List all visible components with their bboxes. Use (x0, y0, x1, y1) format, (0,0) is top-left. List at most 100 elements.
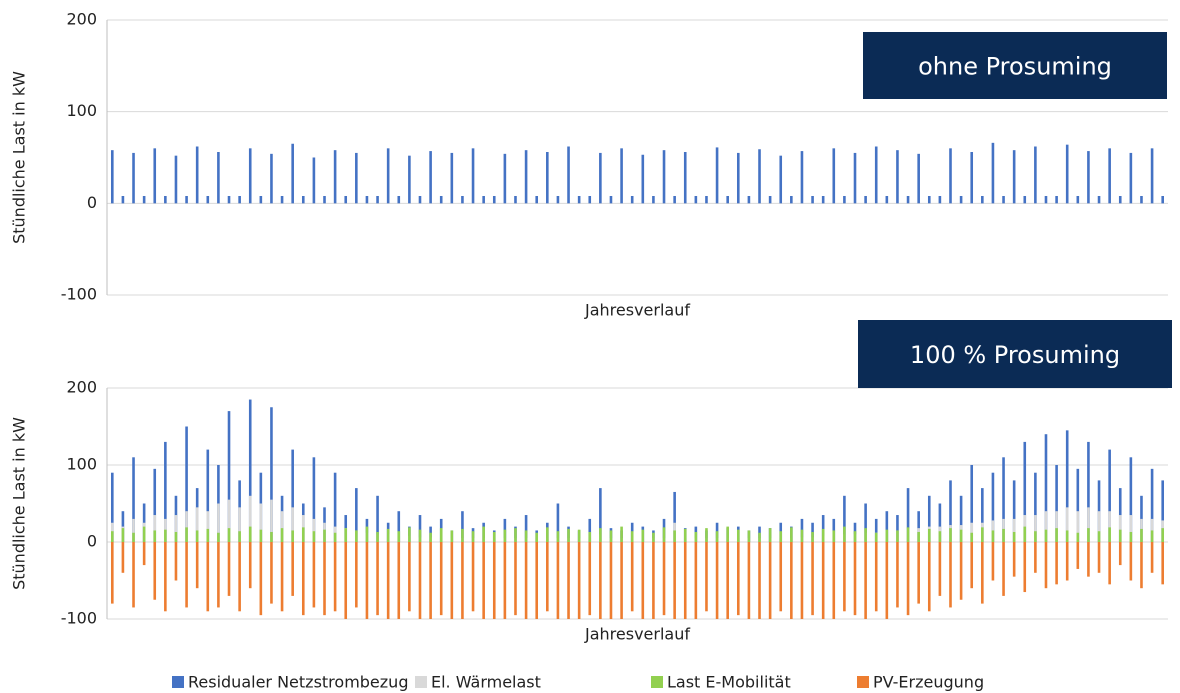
bar (1108, 511, 1111, 542)
bar (949, 542, 952, 608)
bar (185, 527, 188, 542)
bar (270, 499, 273, 542)
bar (248, 495, 252, 542)
bar (641, 529, 645, 542)
bar (800, 529, 804, 542)
legend-label: Last E-Mobilität (667, 673, 791, 692)
bar (376, 542, 379, 616)
bar (1118, 515, 1122, 542)
bar (121, 542, 125, 573)
bar (408, 155, 411, 204)
bar (1140, 196, 1143, 204)
bar (1055, 465, 1058, 542)
bar (662, 542, 666, 616)
bar (917, 153, 920, 204)
bar (111, 472, 114, 542)
bar (408, 542, 411, 612)
bar (970, 532, 974, 542)
bar (588, 518, 592, 542)
bar (588, 196, 592, 204)
bar (577, 529, 581, 542)
bar (885, 196, 889, 204)
bar (344, 542, 348, 619)
bar (217, 152, 220, 204)
bar (970, 542, 974, 589)
bar (1076, 532, 1080, 542)
bar (206, 528, 210, 542)
bar (1087, 507, 1090, 542)
bar (811, 196, 814, 204)
bar (758, 149, 761, 204)
bar (439, 542, 443, 616)
bar (736, 542, 740, 616)
bar (482, 526, 485, 542)
bar (206, 511, 210, 542)
bar (503, 529, 507, 542)
bar (153, 468, 157, 542)
bar (1065, 530, 1069, 542)
bar (1065, 430, 1069, 542)
bar (280, 196, 284, 204)
bar (917, 511, 920, 542)
bar (1161, 542, 1164, 585)
bar (418, 515, 422, 542)
bar (174, 515, 178, 542)
bar (853, 542, 857, 616)
bar (652, 542, 655, 619)
bar (1065, 144, 1069, 204)
bar (397, 542, 401, 619)
bar (514, 528, 517, 542)
bar (779, 531, 783, 542)
bar (673, 542, 676, 619)
bar (991, 142, 995, 204)
bar (1097, 511, 1101, 542)
bar (736, 529, 740, 542)
bar (185, 511, 188, 542)
bar (1087, 528, 1090, 542)
bar (1108, 449, 1111, 542)
bar (312, 457, 316, 542)
bar (492, 531, 496, 542)
y-tick-label: 100 (66, 455, 97, 474)
bar (599, 488, 602, 542)
bar (355, 542, 358, 608)
bar (1065, 542, 1069, 581)
bar (991, 472, 995, 542)
bar (1076, 542, 1080, 569)
bar (1150, 542, 1154, 573)
bar (1129, 152, 1133, 204)
bar (471, 542, 475, 612)
bar (1076, 511, 1080, 542)
bar (843, 542, 846, 612)
bar (142, 526, 146, 542)
bar (291, 143, 294, 204)
bar (747, 530, 751, 542)
bar (461, 542, 464, 619)
legend-swatch (857, 676, 869, 688)
bar (174, 531, 178, 542)
bar (1076, 468, 1080, 542)
bar (609, 530, 613, 542)
bar (546, 152, 549, 204)
bar (333, 532, 337, 542)
bar (991, 542, 995, 581)
bar (864, 196, 867, 204)
bar (461, 196, 464, 204)
bar (312, 531, 316, 542)
y-tick-label: 100 (66, 101, 97, 120)
legend-swatch (415, 676, 427, 688)
bar (206, 542, 210, 612)
bar (111, 150, 114, 204)
bar (482, 196, 485, 204)
bar (471, 148, 475, 204)
bar (959, 542, 963, 600)
bar (1161, 196, 1164, 204)
bar (153, 542, 157, 600)
bar (227, 528, 231, 542)
bar (1012, 542, 1016, 577)
bar (132, 152, 135, 204)
y-tick-label: 0 (87, 532, 97, 551)
legend-label: El. Wärmelast (431, 673, 541, 692)
bar (652, 196, 655, 204)
